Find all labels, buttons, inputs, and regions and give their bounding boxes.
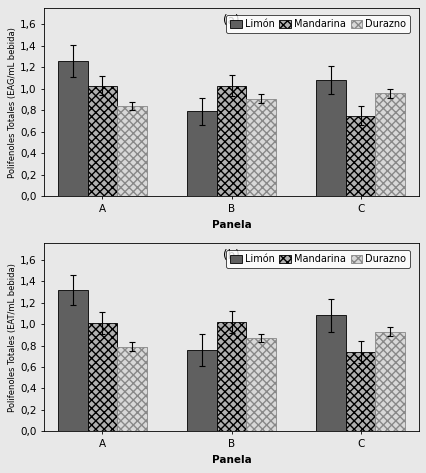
Legend: Limón, Mandarina, Durazno: Limón, Mandarina, Durazno (225, 15, 409, 33)
Bar (345, 116, 374, 196)
X-axis label: Panela: Panela (211, 219, 251, 229)
Bar (87, 323, 117, 431)
Bar (315, 80, 345, 196)
Bar (345, 352, 374, 431)
Bar (315, 315, 345, 431)
X-axis label: Panela: Panela (211, 455, 251, 464)
Bar (187, 350, 216, 431)
Bar (58, 289, 87, 431)
Bar (187, 112, 216, 196)
Y-axis label: Polifenoles Totales (EAG/mL bebida): Polifenoles Totales (EAG/mL bebida) (9, 27, 17, 178)
Text: (b): (b) (223, 249, 239, 262)
Text: (a): (a) (223, 14, 239, 27)
Bar (374, 93, 404, 196)
Bar (246, 338, 275, 431)
Y-axis label: Polifenoles Totales (EAT/mL bebida): Polifenoles Totales (EAT/mL bebida) (9, 263, 17, 412)
Bar (117, 106, 147, 196)
Bar (216, 86, 246, 196)
Bar (58, 61, 87, 196)
Bar (216, 322, 246, 431)
Bar (117, 347, 147, 431)
Bar (87, 86, 117, 196)
Bar (246, 98, 275, 196)
Bar (374, 332, 404, 431)
Legend: Limón, Mandarina, Durazno: Limón, Mandarina, Durazno (225, 250, 409, 268)
